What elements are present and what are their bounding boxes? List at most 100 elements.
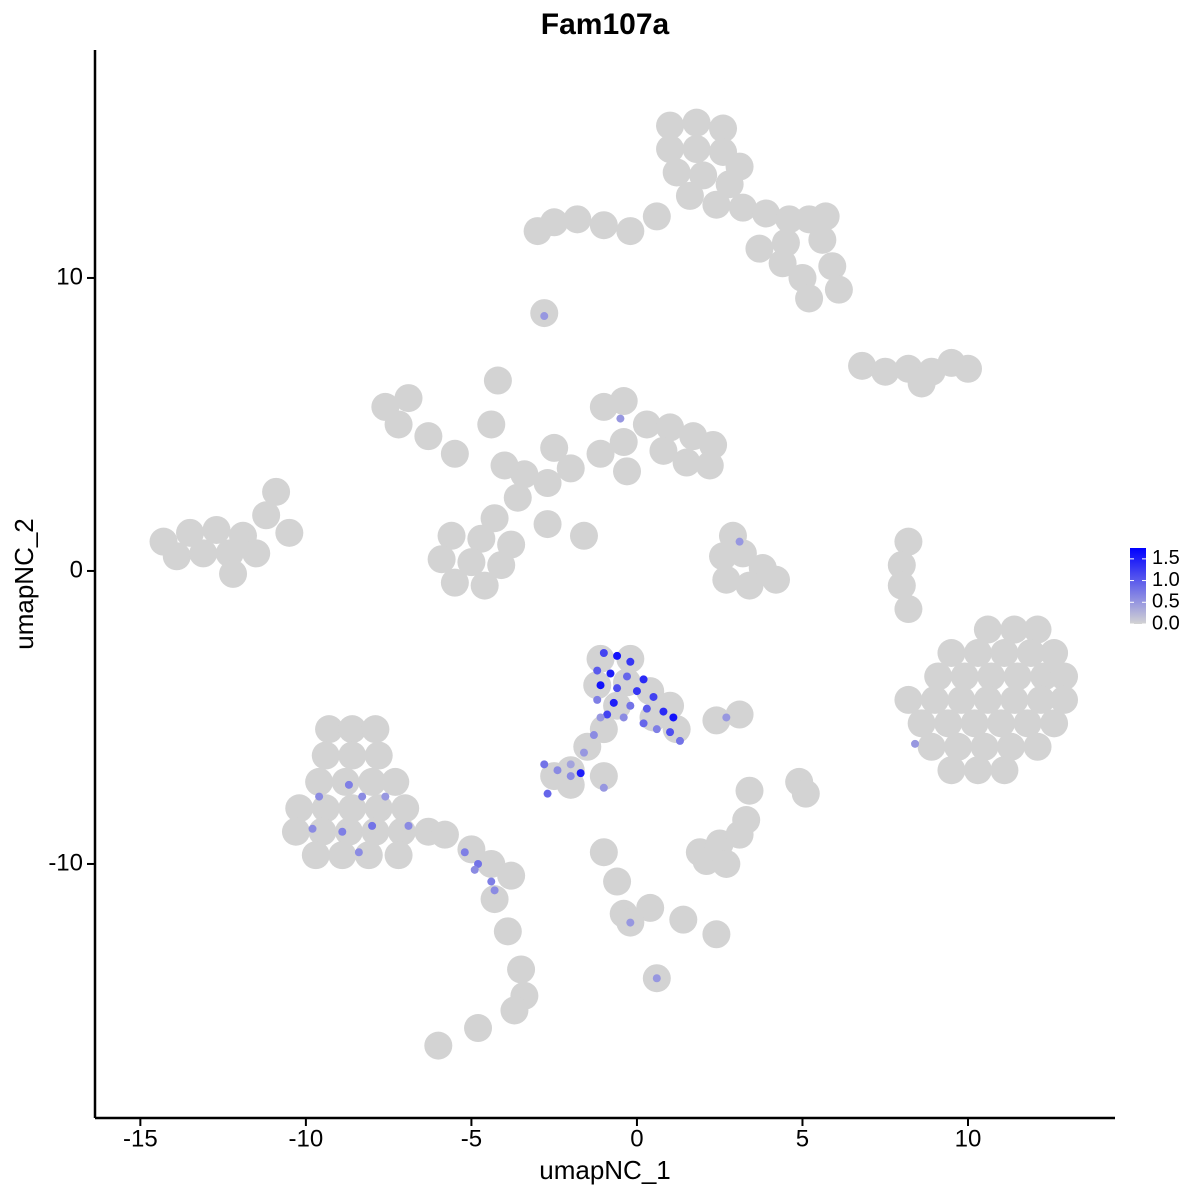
cell-point [715, 170, 744, 199]
cell-point [1050, 662, 1079, 691]
cell-point [596, 713, 605, 722]
cell-point [344, 780, 353, 789]
cell-point [308, 824, 317, 833]
cell-point [808, 225, 837, 254]
cell-point [639, 719, 648, 728]
cell-point [331, 767, 360, 796]
cell-point [699, 430, 728, 459]
cell-point [500, 996, 529, 1025]
cell-point [672, 448, 701, 477]
cell-point [613, 457, 642, 486]
cell-point [384, 841, 413, 870]
cell-point [818, 252, 847, 281]
cell-point [457, 835, 486, 864]
cell-point [702, 706, 731, 735]
cell-point [1016, 639, 1045, 668]
cell-point [811, 202, 840, 231]
cell-point [404, 821, 413, 830]
cell-point [566, 760, 575, 769]
cell-point [599, 649, 608, 658]
cell-point [507, 955, 536, 984]
cell-point [589, 838, 618, 867]
cell-point [963, 756, 992, 785]
cell-point [503, 483, 532, 512]
cell-point [285, 794, 314, 823]
cell-point [632, 687, 641, 696]
cell-point [480, 504, 509, 533]
cell-point [937, 639, 966, 668]
cell-point [887, 551, 916, 580]
cell-point [907, 369, 936, 398]
cell-point [387, 817, 416, 846]
cell-point [569, 521, 598, 550]
cell-point [725, 700, 754, 729]
cell-point [189, 539, 218, 568]
cell-point [824, 275, 853, 304]
colorbar-tick-label: 1.0 [1152, 569, 1180, 591]
cell-point [589, 731, 598, 740]
cell-point [636, 893, 665, 922]
cell-point [775, 205, 804, 234]
cell-point [662, 158, 691, 187]
cell-point [215, 539, 244, 568]
cell-point [613, 684, 622, 693]
cell-point [848, 351, 877, 380]
cell-point [487, 551, 516, 580]
cell-point [689, 161, 718, 190]
cell-point [1050, 685, 1079, 714]
cell-point [649, 436, 678, 465]
cell-point [990, 756, 1019, 785]
cell-point [338, 794, 367, 823]
cell-point [626, 657, 635, 666]
cell-point [540, 312, 549, 321]
cell-point [176, 518, 205, 547]
cell-point [669, 713, 678, 722]
cell-point [987, 709, 1016, 738]
cell-point [457, 548, 486, 577]
cell-point [490, 451, 519, 480]
cell-point [1003, 662, 1032, 691]
cell-point [771, 228, 800, 257]
colorbar-tick-label: 1.5 [1152, 547, 1180, 569]
cell-point [338, 827, 347, 836]
cell-point [593, 695, 602, 704]
y-tick-label: -10 [48, 849, 83, 876]
cell-point [920, 685, 949, 714]
x-axis-label: umapNC_1 [539, 1155, 671, 1185]
cell-point [301, 841, 330, 870]
y-tick-label: 10 [56, 263, 83, 290]
cell-point [603, 710, 612, 719]
cell-point [709, 114, 738, 143]
cell-point [702, 920, 731, 949]
cell-point [334, 817, 363, 846]
chart-title: Fam107a [541, 8, 670, 41]
cell-point [911, 739, 920, 748]
x-tick-label: -5 [461, 1125, 482, 1152]
points-layer [149, 108, 1079, 1060]
cell-point [934, 709, 963, 738]
cell-point [556, 454, 585, 483]
cell-point [603, 867, 632, 896]
cell-point [470, 865, 479, 874]
cell-point [467, 524, 496, 553]
cell-point [652, 725, 661, 734]
cell-point [997, 732, 1026, 761]
cell-point [623, 672, 632, 681]
cell-point [219, 559, 248, 588]
cell-point [950, 662, 979, 691]
cell-point [338, 715, 367, 744]
cell-point [1023, 732, 1052, 761]
cell-point [477, 410, 506, 439]
cell-point [440, 439, 469, 468]
cell-point [702, 190, 731, 219]
x-tick-label: -15 [123, 1125, 158, 1152]
cell-point [642, 704, 651, 713]
cell-point [662, 715, 691, 744]
cell-point [483, 366, 512, 395]
cell-point [656, 135, 685, 164]
cell-point [281, 817, 310, 846]
cell-point [262, 477, 291, 506]
cell-point [735, 776, 764, 805]
cell-point [752, 199, 781, 228]
cell-point [358, 767, 387, 796]
